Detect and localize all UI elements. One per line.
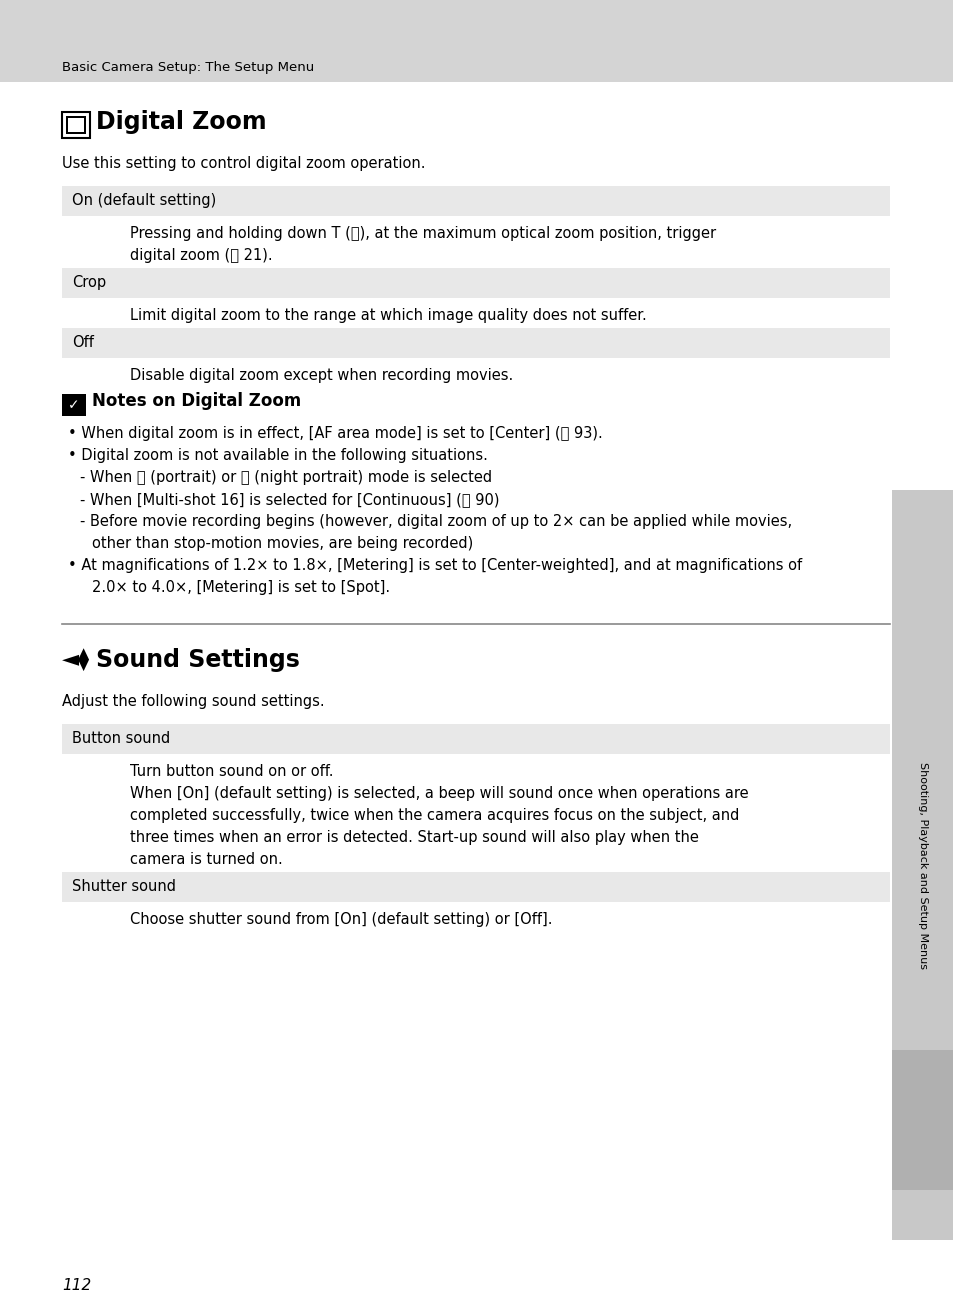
Text: ✓: ✓: [68, 398, 80, 413]
Text: When [On] (default setting) is selected, a beep will sound once when operations : When [On] (default setting) is selected,…: [130, 786, 748, 802]
Text: Button sound: Button sound: [71, 731, 170, 746]
Text: Shooting, Playback and Setup Menus: Shooting, Playback and Setup Menus: [917, 762, 927, 968]
Text: Limit digital zoom to the range at which image quality does not suffer.: Limit digital zoom to the range at which…: [130, 307, 646, 323]
Bar: [0, 0, 953, 81]
Text: Choose shutter sound from [On] (default setting) or [Off].: Choose shutter sound from [On] (default …: [130, 912, 552, 926]
Text: Use this setting to control digital zoom operation.: Use this setting to control digital zoom…: [62, 156, 425, 171]
Text: - When ⓠ (portrait) or ⓡ (night portrait) mode is selected: - When ⓠ (portrait) or ⓡ (night portrait…: [80, 470, 492, 485]
Text: Pressing and holding down T (ⓠ), at the maximum optical zoom position, trigger: Pressing and holding down T (ⓠ), at the …: [130, 226, 716, 240]
Text: Digital Zoom: Digital Zoom: [96, 110, 266, 134]
Text: • Digital zoom is not available in the following situations.: • Digital zoom is not available in the f…: [68, 448, 487, 463]
Bar: [891, 490, 953, 1240]
Text: Adjust the following sound settings.: Adjust the following sound settings.: [62, 694, 324, 710]
Text: completed successfully, twice when the camera acquires focus on the subject, and: completed successfully, twice when the c…: [130, 808, 739, 823]
Text: Notes on Digital Zoom: Notes on Digital Zoom: [91, 392, 301, 410]
Text: Turn button sound on or off.: Turn button sound on or off.: [130, 763, 334, 779]
Text: Basic Camera Setup: The Setup Menu: Basic Camera Setup: The Setup Menu: [62, 60, 314, 74]
Bar: [62, 112, 90, 138]
Bar: [62, 268, 889, 298]
Text: camera is turned on.: camera is turned on.: [130, 851, 282, 867]
Bar: [62, 394, 86, 417]
Text: Off: Off: [71, 335, 93, 350]
Bar: [62, 328, 889, 357]
Text: Disable digital zoom except when recording movies.: Disable digital zoom except when recordi…: [130, 368, 513, 382]
Bar: [66, 116, 86, 134]
Text: digital zoom (ⓡ 21).: digital zoom (ⓡ 21).: [130, 248, 273, 263]
Text: Shutter sound: Shutter sound: [71, 879, 175, 894]
Text: - Before movie recording begins (however, digital zoom of up to 2× can be applie: - Before movie recording begins (however…: [80, 514, 791, 530]
Text: other than stop-motion movies, are being recorded): other than stop-motion movies, are being…: [91, 536, 473, 551]
Text: Crop: Crop: [71, 275, 106, 290]
Bar: [62, 872, 889, 901]
Bar: [62, 187, 889, 215]
Bar: [891, 1050, 953, 1190]
Text: ◄⧫: ◄⧫: [62, 648, 90, 671]
Text: 112: 112: [62, 1279, 91, 1293]
Text: • When digital zoom is in effect, [AF area mode] is set to [Center] (ⓡ 93).: • When digital zoom is in effect, [AF ar…: [68, 426, 602, 442]
Text: 2.0× to 4.0×, [Metering] is set to [Spot].: 2.0× to 4.0×, [Metering] is set to [Spot…: [91, 579, 390, 595]
Text: • At magnifications of 1.2× to 1.8×, [Metering] is set to [Center-weighted], and: • At magnifications of 1.2× to 1.8×, [Me…: [68, 558, 801, 573]
Bar: [68, 118, 84, 131]
Text: - When [Multi-shot 16] is selected for [Continuous] (ⓡ 90): - When [Multi-shot 16] is selected for […: [80, 491, 499, 507]
Text: On (default setting): On (default setting): [71, 193, 216, 208]
Bar: [62, 724, 889, 754]
Text: three times when an error is detected. Start-up sound will also play when the: three times when an error is detected. S…: [130, 830, 699, 845]
Text: Sound Settings: Sound Settings: [96, 648, 299, 671]
